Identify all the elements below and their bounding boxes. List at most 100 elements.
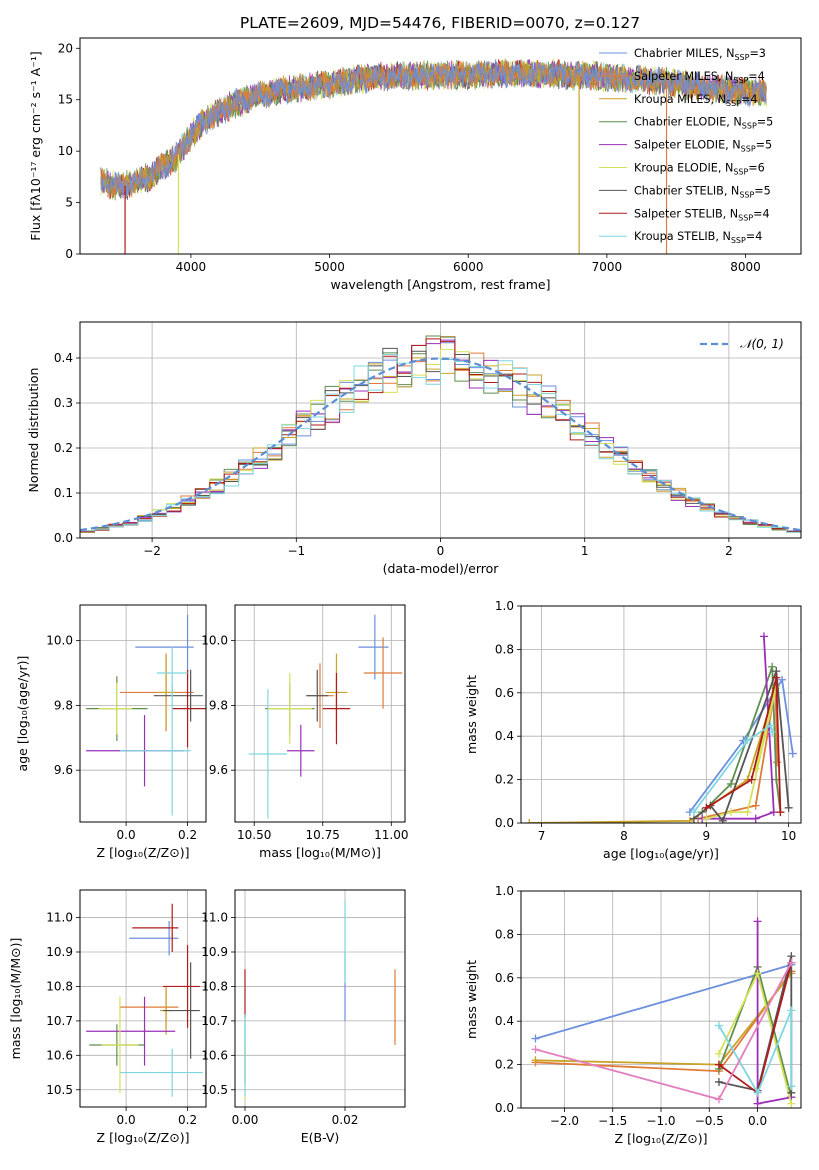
x-axis-label: age [log₁₀(age/yr)] xyxy=(603,846,719,861)
axes-frame xyxy=(79,321,802,539)
x-axis-label: Z [log₁₀(Z/Z⊙)] xyxy=(97,845,190,860)
x-axis-label: E(B-V) xyxy=(301,1130,340,1145)
x-tick-label: 0.0 xyxy=(117,828,136,842)
y-tick-label: 10 xyxy=(58,144,73,158)
y-tick-label: 0.0 xyxy=(495,816,514,830)
weight-series xyxy=(693,723,774,813)
weight-series xyxy=(705,677,782,813)
x-tick-label: −0.5 xyxy=(695,1114,724,1128)
y-axis-label: age [log₁₀(age/yr)] xyxy=(15,656,30,772)
y-tick-label: 15 xyxy=(58,93,73,107)
x-tick-label: −1 xyxy=(287,544,305,558)
x-tick-label: 8000 xyxy=(730,260,761,274)
weight-marker xyxy=(714,1049,723,1058)
y-tick-label: 0.8 xyxy=(495,927,514,941)
x-tick-label: 11.00 xyxy=(374,828,408,842)
y-tick-label: 11.0 xyxy=(201,911,228,925)
axes-frame xyxy=(79,604,207,823)
spectrum-series xyxy=(100,59,767,198)
x-axis-label: Z [log₁₀(Z/Z⊙)] xyxy=(97,1130,190,1145)
x-tick-label: −2 xyxy=(143,544,161,558)
weight-series xyxy=(702,636,775,820)
y-tick-label: 0.4 xyxy=(495,729,514,743)
weight-marker xyxy=(525,819,534,823)
weight-marker xyxy=(702,803,711,812)
mass_vs_ebv-points xyxy=(244,900,396,1101)
weight_vs_age-lines xyxy=(525,632,797,823)
weight-marker xyxy=(751,814,760,823)
weight_vs_Z-lines xyxy=(531,917,796,1108)
weight-marker xyxy=(778,675,787,684)
y-tick-label: 9.8 xyxy=(54,698,73,712)
y-tick-label: 0 xyxy=(65,247,73,261)
x-tick-label: −1.0 xyxy=(646,1114,675,1128)
y-tick-label: 0.2 xyxy=(54,441,73,455)
weight_vs_age-axes: 7 8 9 10 0.0 0.2 0.4 0.6 0.8 1.0 age [log₁₀(age/yr… xyxy=(464,599,802,861)
axes-frame xyxy=(234,889,406,1108)
age_vs_mass-axes: 10.50 10.75 11.00 9.6 9.8 10.0 mass [log₁₀(M/M… xyxy=(201,604,408,860)
y-tick-label: 10.6 xyxy=(201,1048,228,1062)
spectrum-axes: 4000 5000 6000 7000 8000 0 5 10 15 20 wavelength [… xyxy=(28,37,802,292)
legend-label: Kroupa ELODIE, NSSP=6 xyxy=(634,162,765,177)
y-axis-label: mass weight xyxy=(464,960,479,1039)
x-tick-label: 7 xyxy=(538,829,546,843)
x-tick-label: 2 xyxy=(725,544,733,558)
y-tick-label: 9.6 xyxy=(54,763,73,777)
y-axis-label: Normed distribution xyxy=(26,368,41,493)
y-tick-label: 10.9 xyxy=(46,945,73,959)
x-tick-label: −2.0 xyxy=(550,1114,579,1128)
weight-marker xyxy=(747,775,756,784)
weight-marker xyxy=(776,808,785,817)
y-tick-label: 1.0 xyxy=(495,599,514,613)
weight-marker xyxy=(531,1034,540,1043)
legend-sub: SSP xyxy=(726,99,741,108)
weight-marker xyxy=(759,632,768,641)
histograms xyxy=(80,335,801,535)
y-tick-label: 0.4 xyxy=(495,1014,514,1028)
x-tick-label: 10 xyxy=(781,829,796,843)
axes-frame xyxy=(234,604,406,823)
legend-label: Salpeter MILES, NSSP=4 xyxy=(634,70,765,85)
weight-marker xyxy=(773,758,782,767)
x-tick-label: 7000 xyxy=(592,260,623,274)
x-tick-label: 0.2 xyxy=(178,828,197,842)
y-tick-label: 9.6 xyxy=(209,763,228,777)
mass_vs_Z-points xyxy=(86,903,203,1097)
weight-marker xyxy=(727,808,735,817)
weight-marker xyxy=(787,958,796,967)
legend-suffix: =4 xyxy=(746,230,763,243)
weight-marker xyxy=(531,1056,540,1065)
y-tick-label: 0.8 xyxy=(495,642,514,656)
legend-label: Kroupa STELIB, NSSP=4 xyxy=(634,230,762,245)
weight-marker xyxy=(689,808,698,817)
weight-marker xyxy=(787,1006,796,1015)
weight-marker xyxy=(714,1060,723,1069)
legend-suffix: =6 xyxy=(748,162,765,175)
x-tick-label: 0.02 xyxy=(332,1113,359,1127)
y-axis-label: Flux [fλ10⁻¹⁷ erg cm⁻² s⁻¹ A⁻¹] xyxy=(28,51,43,240)
legend-sub: SSP xyxy=(733,168,748,177)
x-tick-label: 0.00 xyxy=(232,1113,259,1127)
age_vs_Z-points xyxy=(86,614,206,816)
weight-series xyxy=(701,666,782,813)
weight-series xyxy=(535,972,793,1066)
weight-marker xyxy=(714,1077,723,1086)
weight-marker xyxy=(753,1088,762,1097)
legend-suffix: =5 xyxy=(756,139,773,152)
axes-frame xyxy=(520,890,802,1109)
legend-suffix: =4 xyxy=(753,207,770,220)
histogram-series xyxy=(80,354,801,533)
figure-title: PLATE=2609, MJD=54476, FIBERID=0070, z=0… xyxy=(240,14,640,32)
legend-suffix: =4 xyxy=(748,70,765,83)
weight-marker xyxy=(787,1099,796,1108)
y-tick-label: 0.2 xyxy=(495,773,514,787)
x-tick-label: 0 xyxy=(437,544,445,558)
legend-sub: SSP xyxy=(733,76,748,85)
legend-label: Salpeter ELODIE, NSSP=5 xyxy=(634,139,772,154)
axes-frame xyxy=(79,37,802,255)
weight-marker xyxy=(784,803,793,812)
weight-marker xyxy=(753,1099,762,1108)
x-tick-label: 0.0 xyxy=(748,1114,767,1128)
weight-marker xyxy=(788,749,797,758)
weight_vs_Z-axes: −2.0 −1.5 −1.0 −0.5 0.0 0.0 0.2 0.4 0.6 0.8 1.0 Z [… xyxy=(464,884,802,1146)
